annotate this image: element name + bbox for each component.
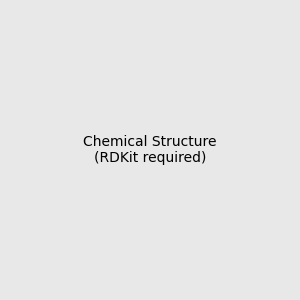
Text: Chemical Structure
(RDKit required): Chemical Structure (RDKit required) [83,135,217,165]
